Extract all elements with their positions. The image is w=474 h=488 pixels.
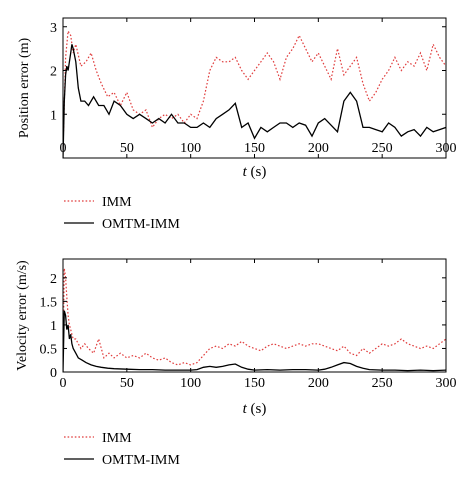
chart1-x-axis-unit: (s) bbox=[247, 164, 267, 180]
chart1-legend: IMM OMTM-IMM bbox=[64, 195, 180, 232]
chart2-legend-label-1: IMM bbox=[102, 431, 132, 446]
chart1-y-tick-label: 2 bbox=[50, 65, 57, 80]
chart1-x-tick-label: 150 bbox=[244, 141, 265, 156]
chart1-group: 0 50 100 150 200 250 300 1 2 3 t (s) Position error… bbox=[17, 17, 457, 232]
chart1-x-axis-variable: t bbox=[243, 164, 248, 180]
chart2-x-tick-label: 150 bbox=[244, 376, 265, 391]
chart1-x-tick-label: 300 bbox=[436, 141, 457, 156]
chart1-legend-label-2: OMTM-IMM bbox=[102, 217, 180, 232]
chart2-x-axis-label: t (s) bbox=[243, 401, 267, 417]
chart2-y-tick-label: 2 bbox=[50, 272, 57, 287]
chart2-x-axis-unit: (s) bbox=[247, 401, 267, 417]
chart1-x-tick-label: 0 bbox=[60, 141, 67, 156]
chart2-x-tick-label: 100 bbox=[180, 376, 201, 391]
chart2-series-line-1 bbox=[63, 268, 446, 366]
chart2-y-tick-label: 0.5 bbox=[40, 342, 58, 357]
chart2-y-tick-label: 1.5 bbox=[40, 295, 58, 310]
chart2-y-axis-label: Velocity error (m/s) bbox=[15, 260, 30, 371]
chart2-x-tick-label: 300 bbox=[436, 376, 457, 391]
chart2-x-tick-label: 250 bbox=[372, 376, 393, 391]
chart1-series-line-1 bbox=[63, 29, 446, 150]
chart2-x-tick-label: 0 bbox=[60, 376, 67, 391]
chart1-y-tick-label: 1 bbox=[50, 108, 57, 123]
chart2-legend-label-2: OMTM-IMM bbox=[102, 453, 180, 468]
chart1-x-axis-label: t (s) bbox=[243, 164, 267, 180]
chart1-y-tick-label: 3 bbox=[50, 21, 57, 36]
chart2-group: 0 50 100 150 200 250 300 0 0.5 1 1.5 2 t (s) Velocity… bbox=[15, 258, 457, 468]
chart1-y-axis-label: Position error (m) bbox=[17, 38, 32, 139]
chart2-y-tick-label: 1 bbox=[50, 319, 57, 334]
chart2-x-tick-label: 200 bbox=[308, 376, 329, 391]
chart1-x-tick-label: 100 bbox=[180, 141, 201, 156]
chart1-x-tick-label: 50 bbox=[120, 141, 134, 156]
chart2-series-line-2 bbox=[63, 310, 446, 372]
chart2-legend: IMM OMTM-IMM bbox=[64, 431, 180, 468]
chart2-x-axis-variable: t bbox=[243, 401, 248, 417]
chart2-y-tick-label: 0 bbox=[50, 366, 57, 381]
chart1-series-line-2 bbox=[63, 44, 446, 158]
chart2-plot-frame bbox=[62, 258, 447, 373]
chart1-x-tick-label: 200 bbox=[308, 141, 329, 156]
chart1-legend-label-1: IMM bbox=[102, 195, 132, 210]
chart2-x-tick-label: 50 bbox=[120, 376, 134, 391]
chart1-x-tick-label: 250 bbox=[372, 141, 393, 156]
